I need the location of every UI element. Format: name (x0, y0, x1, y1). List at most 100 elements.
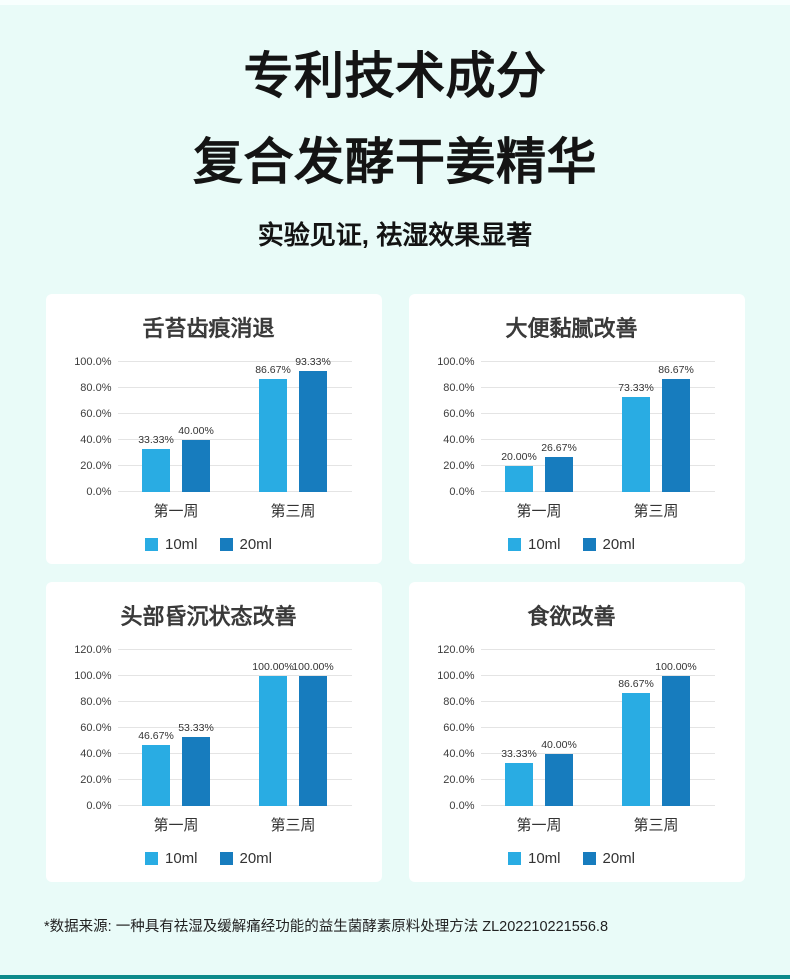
gridline (117, 727, 352, 728)
legend: 10ml 20ml (66, 536, 352, 553)
bar-chart-head-heaviness: 0.0% 20.0% 40.0% 60.0% 80.0% 100.0% 120.0% 46.6… (66, 644, 352, 867)
bar-20ml (545, 457, 573, 492)
y-tick-label: 40.0% (443, 434, 475, 446)
plot-area: 46.67% 53.33% 100.00% 100.00% (117, 649, 352, 806)
plot-area: 20.00% 26.67% 73.33% 86.67% (480, 361, 715, 492)
legend-swatch-10ml (507, 852, 521, 865)
bar-group: 100.00% 100.00% (235, 650, 352, 806)
gridline (480, 387, 715, 388)
bar-wrap: 26.67% (541, 442, 577, 492)
legend-label: 10ml (527, 536, 561, 553)
y-tick-label: 120.0% (437, 644, 475, 656)
gridline (117, 465, 352, 466)
bar-10ml (622, 693, 650, 806)
gridline (117, 491, 352, 492)
legend-label: 10ml (527, 850, 561, 867)
bar-10ml (505, 762, 533, 806)
legend-label: 20ml (602, 850, 636, 867)
chart-grid: 舌苔齿痕消退 0.0% 20.0% 40.0% 60.0% 80.0% 100.0% 33.… (45, 294, 745, 882)
bottom-band (0, 975, 790, 979)
gridline (117, 413, 352, 414)
y-axis: 0.0% 20.0% 40.0% 60.0% 80.0% 100.0% 120.0% (429, 644, 481, 812)
bar-value-label: 93.33% (295, 355, 331, 368)
y-tick-label: 0.0% (449, 486, 475, 498)
page-title-line1: 专利技术成分 (243, 48, 547, 104)
bar-20ml (545, 754, 573, 806)
x-category-label: 第三周 (270, 817, 316, 834)
legend-item-10ml: 10ml (144, 850, 198, 867)
gridline (480, 727, 715, 728)
y-tick-label: 80.0% (443, 382, 475, 394)
bar-wrap: 33.33% (138, 434, 174, 492)
bar-wrap: 73.33% (618, 382, 654, 492)
gridline (117, 701, 352, 702)
bar-group: 46.67% 53.33% (118, 650, 235, 806)
plot-area: 33.33% 40.00% 86.67% 93.33% (117, 356, 352, 492)
gridline (480, 413, 715, 414)
x-category-label: 第三周 (270, 503, 316, 520)
x-category-label: 第三周 (633, 817, 679, 834)
bar-value-label: 100.00% (292, 661, 334, 673)
legend-item-10ml: 10ml (144, 536, 198, 553)
bar-wrap: 40.00% (178, 425, 214, 492)
bar-value-label: 46.67% (138, 730, 174, 743)
y-axis: 0.0% 20.0% 40.0% 60.0% 80.0% 100.0% (66, 356, 118, 498)
bar-20ml (662, 379, 690, 492)
y-axis: 0.0% 20.0% 40.0% 60.0% 80.0% 100.0% 120.0% (66, 644, 118, 812)
bar-group: 20.00% 26.67% (481, 362, 598, 492)
gridline (480, 805, 715, 806)
chart-card-stool: 大便黏腻改善 0.0% 20.0% 40.0% 60.0% 80.0% 100.0% 20.… (408, 294, 745, 564)
bar-10ml (259, 676, 287, 806)
plot-area: 33.33% 40.00% 86.67% 100.00% (480, 649, 715, 806)
bar-value-label: 20.00% (501, 451, 537, 463)
bar-10ml (142, 745, 170, 806)
bar-wrap: 93.33% (295, 356, 331, 492)
y-tick-label: 40.0% (80, 434, 112, 446)
chart-title: 舌苔齿痕消退 (142, 316, 275, 341)
bar-chart-appetite: 0.0% 20.0% 40.0% 60.0% 80.0% 100.0% 120.0% 33.3… (429, 644, 715, 867)
legend-label: 20ml (239, 850, 273, 867)
y-tick-label: 20.0% (80, 460, 112, 472)
bar-wrap: 46.67% (138, 730, 174, 806)
gridline (480, 649, 715, 650)
chart-body: 0.0% 20.0% 40.0% 60.0% 80.0% 100.0% 20.00% 26.6… (429, 356, 715, 498)
gridline (480, 361, 715, 362)
y-axis: 0.0% 20.0% 40.0% 60.0% 80.0% 100.0% (429, 356, 481, 498)
chart-card-tongue-coating: 舌苔齿痕消退 0.0% 20.0% 40.0% 60.0% 80.0% 100.0% 33.… (45, 294, 382, 564)
bar-wrap: 86.67% (658, 364, 694, 492)
legend-label: 10ml (164, 850, 198, 867)
chart-body: 0.0% 20.0% 40.0% 60.0% 80.0% 100.0% 33.33% 40.0… (66, 356, 352, 498)
legend-swatch-20ml (219, 538, 233, 551)
chart-card-appetite: 食欲改善 0.0% 20.0% 40.0% 60.0% 80.0% 100.0% 120.0… (408, 582, 745, 882)
data-source-footnote: *数据来源: 一种具有祛湿及缓解痛经功能的益生菌酵素原料处理方法 ZL20221… (44, 919, 609, 935)
legend-swatch-10ml (144, 538, 158, 551)
legend-label: 20ml (602, 536, 636, 553)
bar-value-label: 86.67% (658, 364, 694, 377)
bar-wrap: 40.00% (541, 739, 577, 806)
y-tick-label: 20.0% (443, 460, 475, 472)
gridline (480, 779, 715, 780)
bar-value-label: 86.67% (255, 364, 291, 377)
bar-10ml (622, 396, 650, 492)
legend-item-20ml: 20ml (582, 850, 636, 867)
gridline (480, 491, 715, 492)
bar-value-label: 73.33% (618, 381, 654, 394)
y-tick-label: 0.0% (86, 800, 112, 812)
gridline (117, 387, 352, 388)
bar-10ml (142, 448, 170, 492)
bar-wrap: 33.33% (501, 748, 537, 806)
y-tick-label: 20.0% (80, 774, 112, 786)
y-tick-label: 80.0% (443, 696, 475, 708)
gridline (480, 675, 715, 676)
chart-body: 0.0% 20.0% 40.0% 60.0% 80.0% 100.0% 120.0% 33.3… (429, 644, 715, 812)
x-category-label: 第一周 (153, 503, 199, 520)
bar-value-label: 100.00% (252, 661, 294, 673)
bar-group: 73.33% 86.67% (598, 362, 715, 492)
bar-chart-tongue-coating: 0.0% 20.0% 40.0% 60.0% 80.0% 100.0% 33.33% 40.0… (66, 356, 352, 553)
y-tick-label: 100.0% (437, 670, 475, 682)
chart-title: 大便黏腻改善 (505, 316, 638, 341)
bar-value-label: 33.33% (138, 433, 174, 446)
bar-group: 86.67% 100.00% (598, 650, 715, 806)
page-header: 专利技术成分 复合发酵干姜精华 实验见证, 祛湿效果显著 (0, 5, 790, 252)
